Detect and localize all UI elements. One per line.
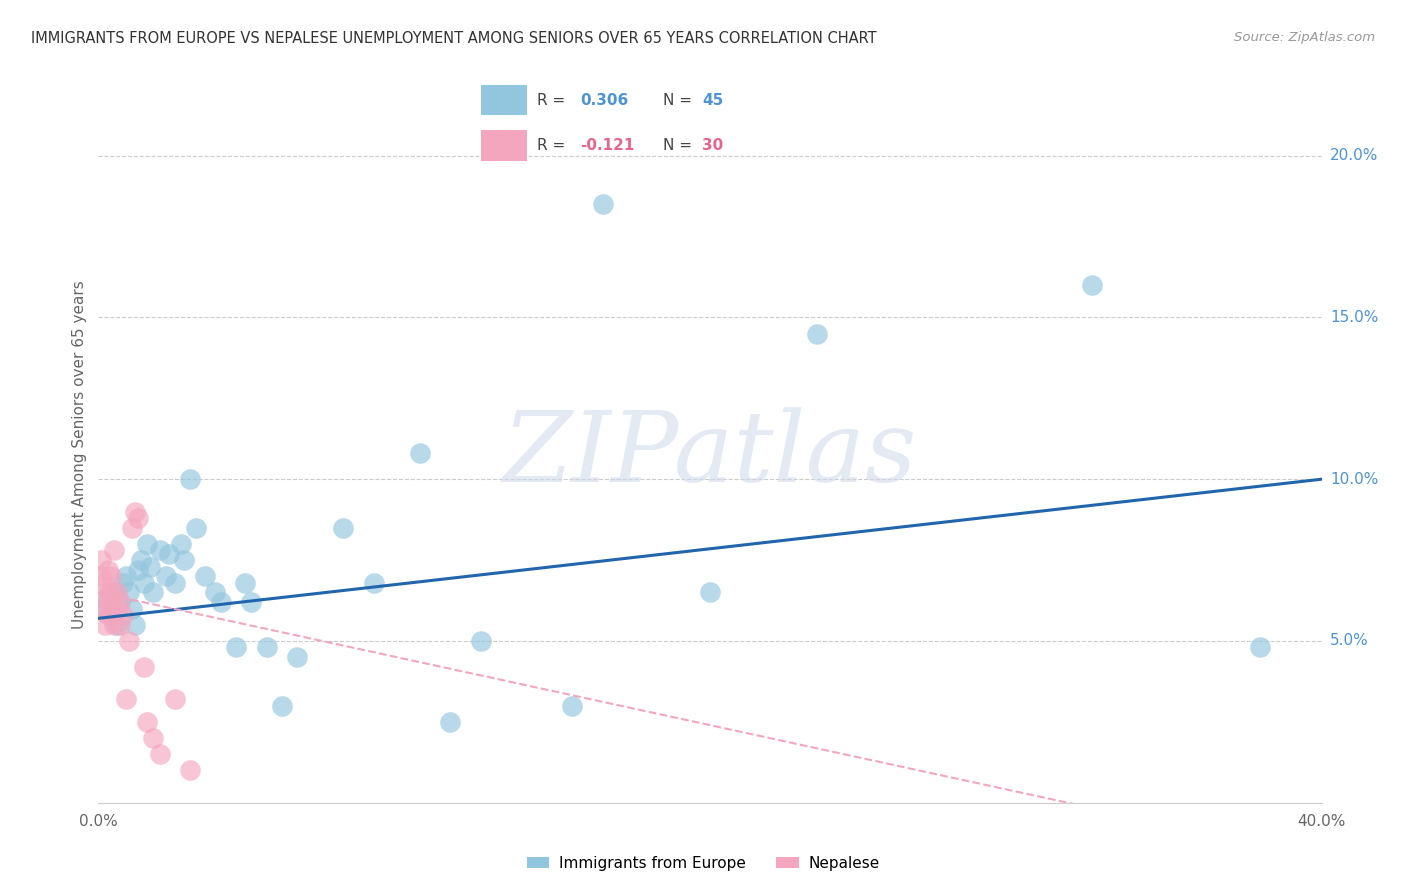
Point — [179, 472, 201, 486]
Point — [170, 537, 193, 551]
Text: 30: 30 — [703, 137, 724, 153]
Text: N =: N = — [662, 137, 696, 153]
Point — [149, 543, 172, 558]
Text: 20.0%: 20.0% — [1330, 148, 1378, 163]
Point — [157, 547, 180, 561]
Point — [108, 595, 131, 609]
FancyBboxPatch shape — [481, 130, 527, 161]
Point — [139, 559, 162, 574]
Point — [470, 634, 492, 648]
Point — [118, 585, 141, 599]
Point — [1081, 278, 1104, 293]
Point — [186, 521, 208, 535]
Text: N =: N = — [662, 93, 696, 108]
Point — [129, 553, 152, 567]
Text: 5.0%: 5.0% — [1330, 633, 1368, 648]
Point — [240, 595, 263, 609]
Point — [100, 569, 122, 583]
Point — [439, 714, 461, 729]
Point — [103, 543, 125, 558]
Point — [163, 692, 186, 706]
Point — [1249, 640, 1271, 655]
Point — [806, 326, 828, 341]
Point — [134, 575, 156, 590]
Point — [124, 617, 146, 632]
Point — [103, 585, 125, 599]
FancyBboxPatch shape — [481, 85, 527, 115]
Text: 45: 45 — [703, 93, 724, 108]
Point — [121, 521, 143, 535]
Point — [285, 650, 308, 665]
Point — [97, 563, 120, 577]
Text: 10.0%: 10.0% — [1330, 472, 1378, 487]
Y-axis label: Unemployment Among Seniors over 65 years: Unemployment Among Seniors over 65 years — [72, 281, 87, 629]
Point — [93, 601, 115, 615]
Point — [408, 446, 430, 460]
Point — [121, 601, 143, 615]
Point — [194, 569, 217, 583]
Legend: Immigrants from Europe, Nepalese: Immigrants from Europe, Nepalese — [520, 850, 886, 877]
Point — [108, 617, 131, 632]
Point — [155, 569, 177, 583]
Point — [118, 634, 141, 648]
Point — [179, 764, 201, 778]
Point — [108, 595, 131, 609]
Point — [93, 617, 115, 632]
Text: R =: R = — [537, 137, 571, 153]
Point — [136, 714, 159, 729]
Point — [115, 692, 138, 706]
Point — [124, 504, 146, 518]
Point — [592, 197, 614, 211]
Point — [699, 585, 721, 599]
Text: ZIPatlas: ZIPatlas — [503, 408, 917, 502]
Point — [127, 563, 149, 577]
Point — [115, 569, 138, 583]
Text: IMMIGRANTS FROM EUROPE VS NEPALESE UNEMPLOYMENT AMONG SENIORS OVER 65 YEARS CORR: IMMIGRANTS FROM EUROPE VS NEPALESE UNEMP… — [31, 31, 876, 46]
Point — [173, 553, 195, 567]
Point — [127, 511, 149, 525]
Point — [105, 601, 128, 615]
Point — [90, 601, 112, 615]
Text: 15.0%: 15.0% — [1330, 310, 1378, 325]
Point — [111, 575, 134, 590]
Point — [561, 698, 583, 713]
Text: 0.306: 0.306 — [581, 93, 628, 108]
Text: Source: ZipAtlas.com: Source: ZipAtlas.com — [1234, 31, 1375, 45]
Point — [111, 608, 134, 623]
Point — [93, 591, 115, 606]
Point — [225, 640, 247, 655]
Text: R =: R = — [537, 93, 571, 108]
Point — [233, 575, 256, 590]
Point — [204, 585, 226, 599]
Point — [90, 553, 112, 567]
Point — [100, 585, 122, 599]
Point — [142, 585, 165, 599]
Point — [136, 537, 159, 551]
Point — [363, 575, 385, 590]
Point — [149, 747, 172, 762]
Point — [97, 591, 120, 606]
Point — [270, 698, 292, 713]
Point — [97, 585, 120, 599]
Point — [209, 595, 232, 609]
Point — [93, 575, 115, 590]
Point — [105, 585, 128, 599]
Point — [256, 640, 278, 655]
Point — [142, 731, 165, 745]
Point — [100, 601, 122, 615]
Point — [105, 617, 128, 632]
Point — [97, 608, 120, 623]
Point — [332, 521, 354, 535]
Text: -0.121: -0.121 — [581, 137, 634, 153]
Point — [103, 617, 125, 632]
Point — [100, 608, 122, 623]
Point — [90, 569, 112, 583]
Point — [134, 660, 156, 674]
Point — [163, 575, 186, 590]
